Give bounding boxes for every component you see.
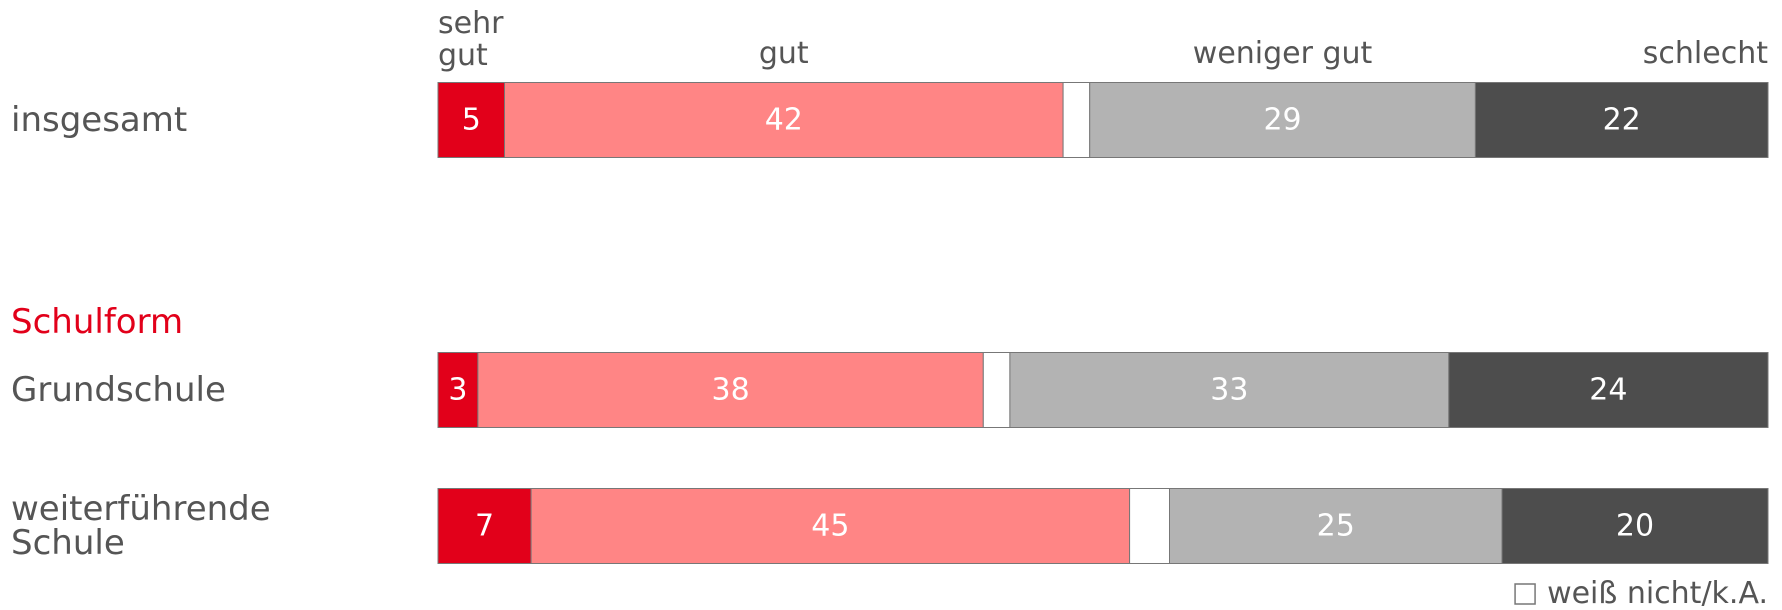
value-label: 7	[475, 509, 494, 544]
bar-segment	[437, 352, 479, 428]
bar-segment	[1169, 488, 1503, 564]
series-label: sehr gut	[438, 6, 504, 73]
series-label: weniger gut	[1192, 36, 1373, 71]
value-label: 3	[448, 373, 467, 408]
value-label: 45	[811, 509, 849, 544]
group-label: Schulform	[11, 302, 184, 342]
bar-segment	[1089, 82, 1476, 158]
legend-label: weiß nicht/k.A.	[1547, 576, 1768, 610]
bar-segment	[982, 352, 1011, 428]
value-label: 22	[1603, 103, 1641, 138]
bar-segment	[1009, 352, 1450, 428]
category-label: insgesamt	[11, 100, 188, 140]
bar-segment	[530, 488, 1131, 564]
value-label: 25	[1317, 509, 1355, 544]
category-label: weiterführende Schule	[11, 489, 271, 563]
bar-segment	[1062, 82, 1091, 158]
bar-segment	[1129, 488, 1170, 564]
bar-segment	[1448, 352, 1769, 428]
value-label: 38	[712, 373, 750, 408]
value-label: 24	[1589, 373, 1627, 408]
value-label: 5	[462, 103, 481, 138]
bar-segment	[437, 82, 505, 158]
legend-swatch	[1514, 583, 1536, 605]
value-label: 29	[1263, 103, 1301, 138]
value-label: 33	[1210, 373, 1248, 408]
series-label: schlecht	[1642, 36, 1768, 71]
value-label: 42	[765, 103, 803, 138]
bar-segment	[1474, 82, 1769, 158]
bar-segment	[1501, 488, 1769, 564]
category-label: Grundschule	[11, 370, 226, 410]
bar-segment	[477, 352, 984, 428]
series-label: gut	[758, 36, 809, 71]
bar-segment	[504, 82, 1064, 158]
value-label: 20	[1616, 509, 1654, 544]
